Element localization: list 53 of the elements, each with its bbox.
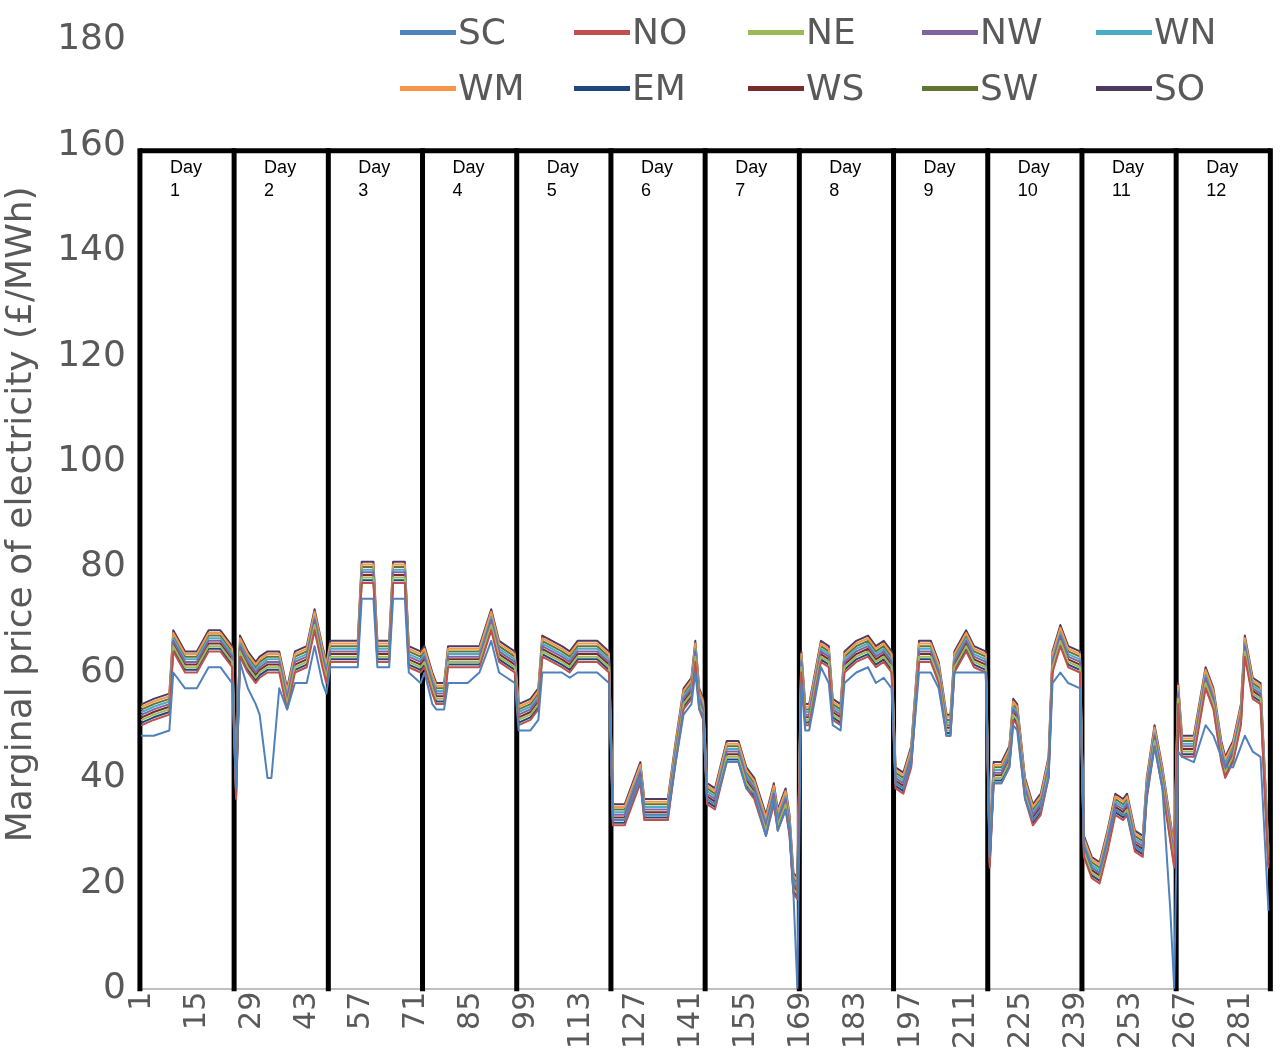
legend-label: NW <box>980 10 1043 54</box>
y-tick-label: 60 <box>80 648 126 690</box>
ref-line-label: Day 3 <box>358 156 391 200</box>
ref-line-label: Day 10 <box>1017 156 1050 200</box>
legend-label: WN <box>1154 10 1217 54</box>
x-tick-label: 29 <box>231 991 267 1030</box>
y-tick-label: 40 <box>80 754 126 796</box>
x-tick-label: 99 <box>506 991 542 1030</box>
x-tick-label: 57 <box>341 991 377 1030</box>
x-tick-label: 43 <box>286 991 322 1030</box>
ref-line-label: Day 12 <box>1206 156 1239 200</box>
x-tick-label: 85 <box>451 991 487 1030</box>
ref-line-label: Day 9 <box>923 156 956 200</box>
y-tick-label: 100 <box>57 438 126 480</box>
ref-line-label: Day 2 <box>264 156 297 200</box>
x-tick-label: 183 <box>836 991 872 1049</box>
x-tick-label: 169 <box>781 991 817 1049</box>
ref-line-label: Day 7 <box>735 156 768 200</box>
legend-label: WS <box>806 66 865 110</box>
y-tick-label: 0 <box>103 965 126 1007</box>
x-tick-label: 253 <box>1110 991 1146 1049</box>
x-tick-label: 141 <box>671 991 707 1049</box>
legend-label: SC <box>458 10 506 54</box>
legend-label: EM <box>632 66 686 110</box>
x-tick-label: 225 <box>1000 991 1036 1049</box>
x-tick-label: 281 <box>1220 991 1256 1049</box>
ref-line-label: Day 11 <box>1111 156 1144 200</box>
y-tick-label: 180 <box>57 16 126 58</box>
legend-label: NE <box>806 10 856 54</box>
x-tick-label: 113 <box>561 991 597 1049</box>
legend-label: SO <box>1154 66 1206 110</box>
y-tick-label: 120 <box>57 332 126 374</box>
legend-label: SW <box>980 66 1039 110</box>
x-tick-label: 267 <box>1165 991 1201 1049</box>
x-tick-label: 155 <box>726 991 762 1049</box>
y-tick-label: 160 <box>57 121 126 163</box>
ref-line-label: Day 5 <box>546 156 579 200</box>
x-tick-label: 239 <box>1055 991 1091 1049</box>
x-tick-label: 211 <box>945 991 981 1049</box>
x-tick-label: 15 <box>176 991 212 1030</box>
y-tick-label: 80 <box>80 543 126 585</box>
y-axis-title: Marginal price of electricity (£/MWh) <box>0 186 39 843</box>
legend-label: WM <box>458 66 525 110</box>
x-tick-label: 127 <box>616 991 652 1049</box>
annotation: Day 1 <box>169 156 202 200</box>
ref-line-label: Day 4 <box>452 156 485 200</box>
ref-line-label: Day 8 <box>829 156 862 200</box>
x-tick-label: 197 <box>891 991 926 1049</box>
x-tick-label: 71 <box>396 991 432 1030</box>
legend-label: NO <box>632 10 688 54</box>
y-tick-label: 20 <box>80 859 126 901</box>
y-tick-label: 140 <box>57 227 126 269</box>
ref-line-label: Day 6 <box>640 156 673 200</box>
